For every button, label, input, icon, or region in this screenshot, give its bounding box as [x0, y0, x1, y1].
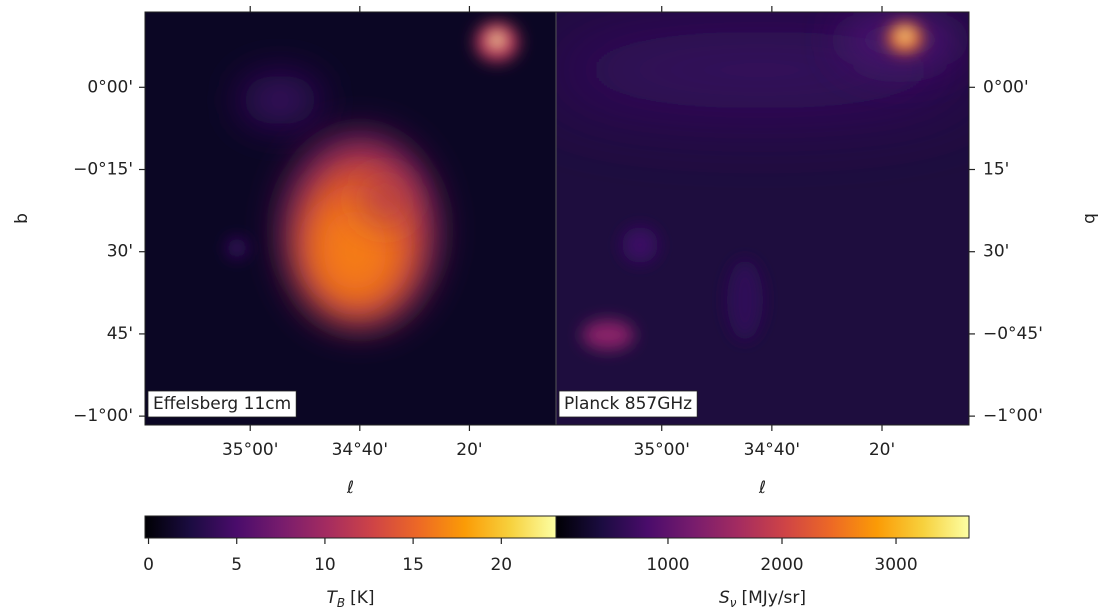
colorbar-label-unit: [MJy/sr] [741, 588, 806, 608]
colorbar [555, 515, 970, 539]
x-tick-label: 34°40' [332, 440, 388, 460]
colorbar-label-subscript: B [337, 596, 345, 610]
colorbar-tick-label: 3000 [874, 555, 917, 575]
y-tick-label: 30' [107, 242, 133, 262]
y-tick-label: 15' [983, 160, 1009, 180]
x-tick-label: 35°00' [222, 440, 278, 460]
colorbar-label-symbol: T [326, 588, 338, 608]
y-tick-label: −0°45' [983, 324, 1043, 344]
y-tick-label: −0°15' [73, 160, 133, 180]
colorbar-label-subscript: ν [730, 596, 737, 610]
image-planck [556, 12, 969, 425]
x-axis-label: ℓ [346, 478, 354, 498]
frame [144, 11, 970, 426]
colorbar-tick-label: 10 [314, 555, 336, 575]
colorbar-label: TB [K] [326, 588, 374, 610]
y-tick-label: −1°00' [983, 406, 1043, 426]
colorbar-label: Sν [MJy/sr] [719, 588, 806, 610]
colorbar-tick-label: 20 [490, 555, 512, 575]
y-tick-label: 0°00' [87, 77, 133, 97]
y-tick-label: 45' [107, 324, 133, 344]
y-tick-label: −1°00' [73, 406, 133, 426]
y-axis-label: b [1080, 213, 1100, 224]
colorbar-tick-label: 1000 [646, 555, 689, 575]
panel-label: Planck 857GHz [564, 394, 692, 414]
image-effelsberg [145, 12, 556, 425]
panel-label-box [147, 390, 297, 418]
colorbar [144, 515, 557, 539]
x-axis-label: ℓ [758, 478, 766, 498]
x-tick-label: 20' [869, 440, 895, 460]
y-tick-label: 0°00' [983, 77, 1029, 97]
colorbar-tick-label: 0 [143, 555, 154, 575]
colorbar-tick-label: 15 [402, 555, 424, 575]
colorbar-tick-label: 2000 [760, 555, 803, 575]
colorbar-tick-label: 5 [231, 555, 242, 575]
y-axis-label: b [12, 213, 32, 224]
colorbar-label-unit: [K] [350, 588, 374, 608]
x-tick-label: 34°40' [744, 440, 800, 460]
x-tick-label: 35°00' [634, 440, 690, 460]
panel-label-box [558, 390, 698, 418]
colorbar-label-symbol: S [719, 588, 730, 608]
y-tick-label: 30' [983, 242, 1009, 262]
panel-label: Effelsberg 11cm [153, 394, 291, 414]
x-tick-label: 20' [456, 440, 482, 460]
